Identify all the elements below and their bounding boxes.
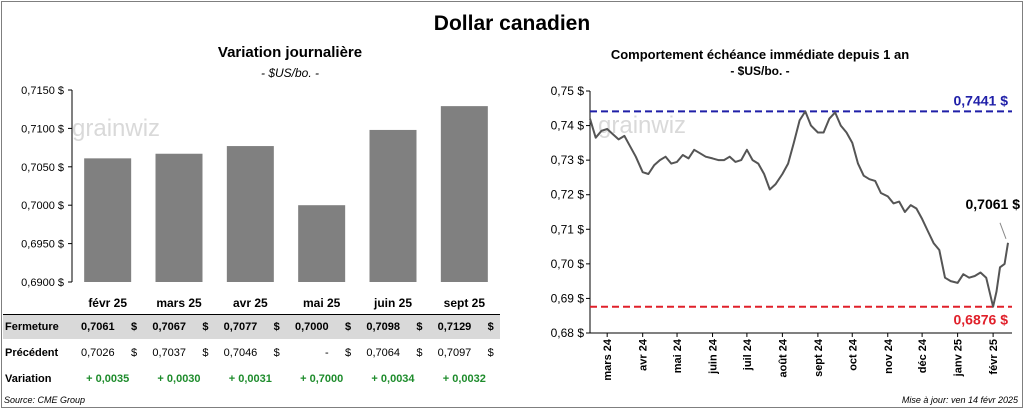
line-xtick-label: oct 24 (847, 338, 859, 371)
table-cell-currency: $ (345, 347, 352, 359)
table-cell: 0,7037 (152, 347, 186, 359)
bar-category-label: sept 25 (444, 296, 486, 310)
table-cell-currency: $ (131, 347, 138, 359)
left-watermark: grainwiz (72, 115, 160, 142)
bar-ytick-label: 0,7150 $ (21, 85, 64, 97)
bar-category-label: juin 25 (373, 296, 412, 310)
bar (298, 205, 346, 282)
table-row-label: Variation (5, 373, 52, 385)
line-xtick-label: mai 24 (672, 338, 684, 373)
table-cell: - (325, 347, 329, 359)
line-ytick-label: 0,69 $ (551, 291, 585, 305)
table-cell: + 0,0034 (371, 373, 415, 385)
line-ytick-label: 0,72 $ (551, 188, 585, 202)
bar (440, 106, 488, 283)
table-cell: 0,7098 (366, 321, 400, 333)
line-xtick-label: juil 24 (742, 338, 754, 371)
table-cell-currency: $ (345, 321, 352, 333)
table-cell-currency: $ (416, 321, 423, 333)
table-cell: + 0,0032 (442, 373, 486, 385)
left-chart-unit: - $US/bo. - (260, 66, 320, 80)
left-chart-title: Variation journalière (217, 44, 363, 61)
bar-category-label: févr 25 (88, 296, 127, 310)
table-row: Fermeture 0,7061 $0,7067 $0,7077 $0,7000 $0,7… (3, 315, 500, 339)
bar-ytick-label: 0,6950 $ (21, 239, 64, 251)
line-xtick-label: nov 24 (883, 338, 895, 374)
table-cell: 0,7077 (223, 321, 258, 333)
right-chart-unit: - $US/bo. - (730, 64, 790, 78)
bar-category-label: mai 25 (303, 296, 341, 310)
line-xtick-label: mars 24 (602, 338, 614, 380)
last-value-leader (999, 222, 1007, 239)
line-ytick-label: 0,75 $ (551, 84, 585, 98)
source-note: Source: CME Group (4, 395, 86, 405)
price-line (589, 110, 1009, 308)
line-xtick-label: janv 25 (953, 339, 965, 377)
line-ytick-label: 0,70 $ (551, 257, 585, 271)
table-cell: + 0,0030 (157, 373, 201, 385)
bar (226, 146, 274, 282)
last-value-label: 0,7061 $ (966, 196, 1021, 212)
bar-category-label: mars 25 (156, 296, 202, 310)
table-row: Précédent 0,7026 $0,7037 $0,7046 $ - $0,7064 $0… (3, 341, 500, 365)
table-cell: 0,7064 (366, 347, 400, 359)
update-note: Mise à jour: ven 14 févr 2025 (901, 395, 1018, 405)
min-level-label: 0,6876 $ (954, 312, 1009, 328)
right-chart-title: Comportement échéance immédiate depuis 1… (610, 47, 910, 62)
table-cell-currency: $ (487, 321, 494, 333)
bar-category-label: avr 25 (233, 296, 268, 310)
line-xtick-label: sept 24 (813, 338, 825, 377)
bar-ytick-label: 0,7000 $ (21, 200, 64, 212)
line-ytick-label: 0,73 $ (551, 153, 585, 167)
line-xtick-label: déc 24 (917, 338, 929, 373)
line-ytick-label: 0,74 $ (551, 119, 585, 133)
line-xtick-label: août 24 (777, 338, 789, 377)
bar-ytick-label: 0,6900 $ (21, 277, 64, 289)
table-row-label: Fermeture (5, 321, 59, 333)
table-cell-currency: $ (273, 347, 280, 359)
table-cell: + 0,7000 (300, 373, 344, 385)
table-cell: + 0,0035 (86, 373, 130, 385)
table-cell: 0,7046 (223, 347, 258, 359)
table-cell: 0,7000 (295, 321, 329, 333)
table-cell: 0,7097 (437, 347, 472, 359)
table-cell: 0,7067 (152, 321, 186, 333)
bar-ytick-label: 0,7050 $ (21, 162, 64, 174)
bar (84, 158, 132, 282)
line-ytick-label: 0,71 $ (551, 222, 585, 236)
max-level-label: 0,7441 $ (954, 92, 1009, 108)
table-cell-currency: $ (202, 321, 209, 333)
table-divider (3, 314, 500, 315)
bar-ytick-label: 0,7100 $ (21, 123, 64, 135)
table-cell-currency: $ (487, 347, 494, 359)
table-cell-currency: $ (131, 321, 138, 333)
right-watermark: grainwiz (598, 112, 686, 139)
table-row: Variation + 0,0035 + 0,0030 + 0,0031 + 0,700… (3, 367, 500, 391)
table-cell-currency: $ (416, 347, 423, 359)
table-cell: 0,7026 (81, 347, 115, 359)
table-row-label: Précédent (5, 347, 59, 359)
table-cell-currency: $ (273, 321, 280, 333)
line-xtick-label: févr 25 (988, 339, 1000, 374)
bar-chart: grainwiz 0,6900 $ 0,6950 $ 0,7000 $ 0,7050 … (21, 85, 488, 310)
line-xtick-label: juin 24 (708, 338, 720, 375)
main-title: Dollar canadien (433, 12, 591, 35)
table-cell: + 0,0031 (228, 373, 272, 385)
table-cell-currency: $ (202, 347, 209, 359)
table-cell: 0,7129 (437, 321, 472, 333)
table-cell: 0,7061 (81, 321, 115, 333)
bar (369, 129, 417, 282)
bar (155, 153, 203, 282)
line-ytick-label: 0,68 $ (551, 326, 585, 340)
line-xtick-label: avr 24 (638, 338, 650, 371)
